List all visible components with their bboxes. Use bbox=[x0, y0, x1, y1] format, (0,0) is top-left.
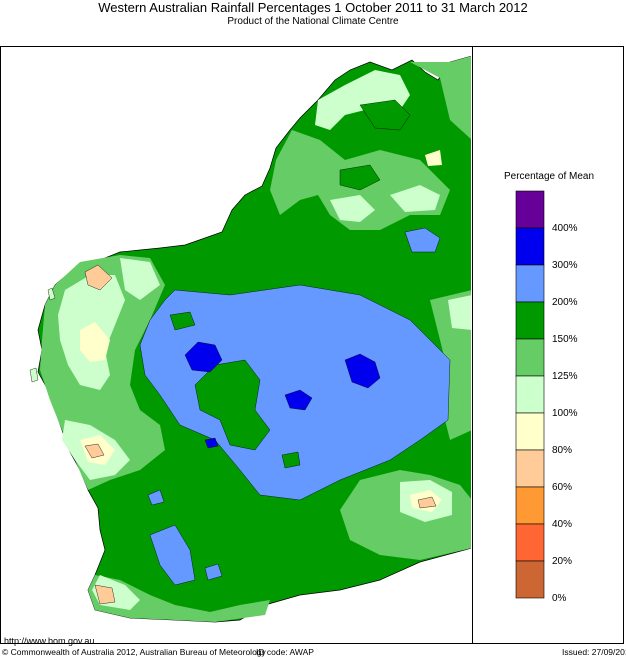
legend-swatch bbox=[515, 190, 545, 229]
band-300-patch3 bbox=[284, 389, 313, 411]
band-60-wheatbelt bbox=[84, 443, 105, 459]
band-150-island2 bbox=[169, 311, 196, 331]
band-60-west bbox=[84, 264, 113, 291]
legend-swatch bbox=[515, 523, 545, 562]
band-200-small2 bbox=[204, 563, 223, 581]
band-300-patch2 bbox=[344, 353, 381, 389]
band-200-small1 bbox=[147, 489, 165, 506]
band-100-ne bbox=[390, 185, 440, 212]
legend-swatch bbox=[515, 375, 545, 414]
band-200-northeast bbox=[404, 227, 441, 253]
band-80-north bbox=[425, 150, 442, 166]
band-150-north2 bbox=[339, 164, 381, 191]
footer-issued-date: Issued: 27/09/2012 bbox=[562, 647, 626, 657]
legend-label: 40% bbox=[552, 519, 572, 530]
legend-label: 300% bbox=[552, 260, 578, 271]
band-150-island3 bbox=[281, 451, 301, 469]
coast-island2 bbox=[47, 287, 56, 301]
map-frame bbox=[0, 46, 624, 644]
band-125-southwest bbox=[88, 575, 270, 622]
band-150-island1 bbox=[194, 359, 271, 451]
legend-title: Percentage of Mean bbox=[503, 171, 595, 182]
band-60-esperance bbox=[417, 496, 437, 509]
legend-label: 150% bbox=[552, 334, 578, 345]
legend-label: 80% bbox=[552, 445, 572, 456]
band-300-patch1 bbox=[184, 341, 223, 373]
legend-label: 400% bbox=[552, 223, 578, 234]
legend-swatch bbox=[515, 560, 545, 599]
band-300-patch4 bbox=[204, 437, 219, 449]
legend-swatch bbox=[515, 338, 545, 377]
legend-swatch bbox=[515, 412, 545, 451]
map-subtitle: Product of the National Climate Centre bbox=[227, 16, 399, 27]
legend-label: 125% bbox=[552, 371, 578, 382]
band-150-north bbox=[359, 99, 411, 131]
map-title: Western Australian Rainfall Percentages … bbox=[98, 0, 528, 15]
legend-swatch bbox=[515, 301, 545, 340]
footer-id-code: ID code: AWAP bbox=[256, 647, 314, 657]
band-100-east bbox=[448, 295, 471, 330]
rainfall-map bbox=[29, 55, 471, 623]
legend-swatch bbox=[515, 449, 545, 488]
legend-label: 100% bbox=[552, 408, 578, 419]
legend-swatch bbox=[515, 486, 545, 525]
footer-url[interactable]: http://www.bom.gov.au bbox=[4, 636, 95, 646]
band-100-pilbara bbox=[330, 195, 375, 222]
band-60-south bbox=[94, 584, 116, 605]
band-200-southwest bbox=[149, 524, 196, 586]
coast-island1 bbox=[29, 367, 39, 383]
legend-swatch bbox=[515, 227, 545, 266]
legend-swatch bbox=[515, 264, 545, 303]
legend-label: 60% bbox=[552, 482, 572, 493]
legend-label: 20% bbox=[552, 556, 572, 567]
legend-label: 0% bbox=[552, 593, 567, 604]
band-100-gascoyne bbox=[120, 258, 160, 300]
legend-label: 200% bbox=[552, 297, 578, 308]
legend: 400% 300% 200% 150% 125% 100% 80% 60% 40% 20% 0% bbox=[515, 190, 578, 604]
band-125-north bbox=[410, 56, 471, 140]
frame-divider bbox=[472, 46, 473, 644]
band-80-west bbox=[80, 322, 110, 362]
footer-copyright: © Commonwealth of Australia 2012, Austra… bbox=[2, 647, 266, 657]
